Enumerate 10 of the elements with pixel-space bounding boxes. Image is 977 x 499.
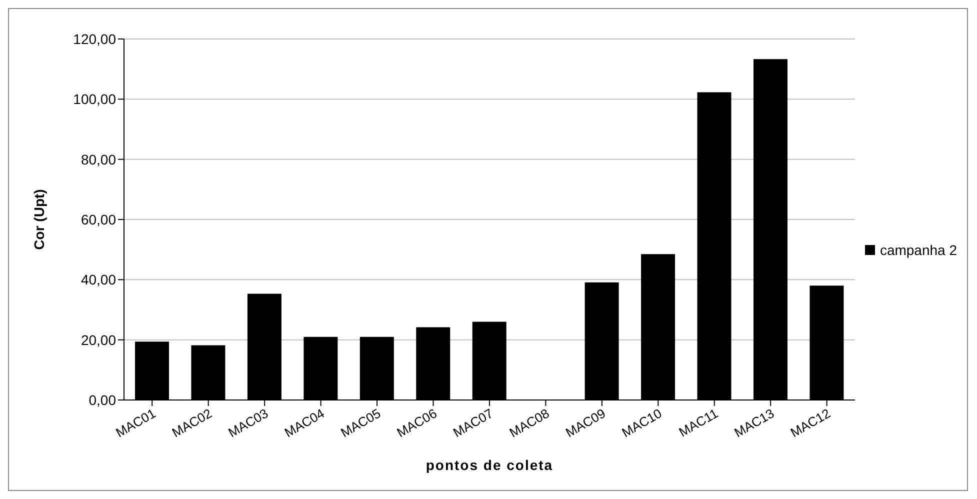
y-tick-label: 60,00 bbox=[80, 211, 116, 228]
legend-label: campanha 2 bbox=[880, 242, 957, 258]
y-axis-title: Cor (Upt) bbox=[30, 189, 47, 250]
y-tick-label: 20,00 bbox=[80, 332, 116, 348]
y-tick-label: 120,00 bbox=[73, 30, 116, 47]
y-tick-label: 80,00 bbox=[80, 151, 116, 168]
y-tick-label: 0,00 bbox=[88, 392, 116, 408]
y-tick-label: 40,00 bbox=[80, 272, 116, 288]
x-axis-title: pontos de coleta bbox=[426, 457, 554, 473]
y-tick-label: 100,00 bbox=[73, 91, 116, 108]
